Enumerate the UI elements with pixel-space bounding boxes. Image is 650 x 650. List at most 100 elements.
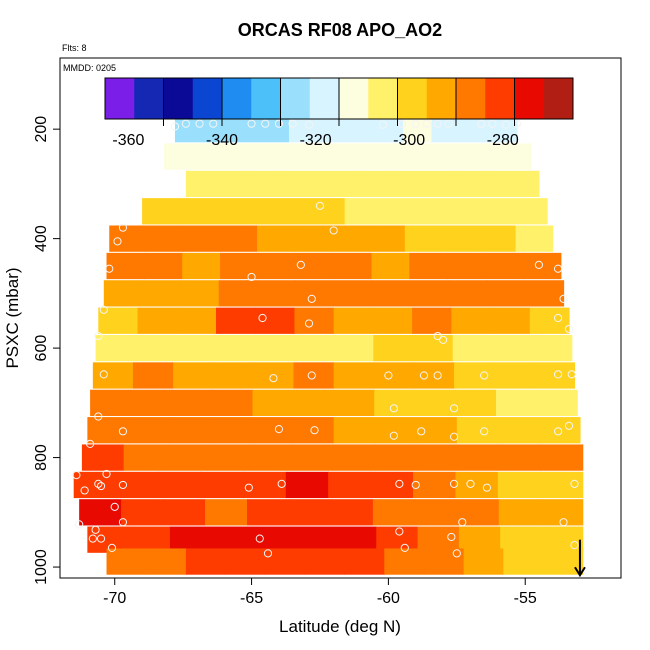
- heatmap-cell: [529, 307, 570, 334]
- measurement-point: [263, 549, 273, 558]
- measurement-point: [567, 370, 576, 379]
- heatmap-cell: [500, 143, 532, 170]
- heatmap-cell: [333, 334, 374, 362]
- measurement-point: [307, 371, 316, 380]
- heatmap-cell: [90, 389, 132, 416]
- heatmap-cell: [255, 307, 296, 334]
- heatmap-cell: [310, 198, 346, 225]
- measurement-point: [72, 470, 81, 480]
- heatmap-cell: [81, 444, 125, 471]
- x-axis-label: Latitude (deg N): [279, 617, 401, 636]
- heatmap-cell: [536, 389, 578, 416]
- colorbar-frame: [104, 77, 574, 120]
- heatmap-cell: [457, 444, 500, 471]
- measurement-point: [86, 439, 95, 448]
- heatmap-cell: [215, 307, 256, 334]
- heatmap-cell: [404, 225, 443, 252]
- heatmap-cell: [180, 280, 220, 307]
- measurement-point: [553, 264, 563, 273]
- colorbar-swatch: [105, 78, 135, 119]
- measurement-point: [307, 294, 316, 303]
- y-tick-label: 1000: [33, 549, 50, 585]
- heatmap-cell: [106, 548, 147, 575]
- heatmap-cell: [496, 389, 538, 416]
- colorbar-swatch: [426, 78, 457, 119]
- measurement-point: [447, 532, 456, 542]
- heatmap-cell: [231, 116, 262, 143]
- heatmap-cell: [257, 280, 296, 307]
- heatmap-cell: [478, 225, 517, 252]
- heatmap-cell: [409, 252, 448, 280]
- measurement-point: [553, 313, 563, 323]
- measurement-point: [417, 427, 426, 436]
- x-axis: -70 -65 -60 -55: [103, 578, 537, 607]
- colorbar-swatch: [514, 78, 545, 119]
- heatmap-cell: [277, 198, 312, 225]
- heatmap-cell: [316, 143, 348, 170]
- heatmap-cell: [391, 170, 422, 198]
- measurement-point: [80, 486, 89, 495]
- heatmap-cell: [499, 444, 542, 471]
- heatmap-cell: [378, 198, 413, 225]
- colorbar-tick-label: -340: [206, 132, 238, 149]
- measurement-point: [274, 425, 284, 434]
- measurement-point: [255, 534, 264, 543]
- measurement-point: [449, 479, 459, 488]
- heatmap-cell: [469, 143, 501, 170]
- arrow-head: [574, 566, 586, 578]
- measurement-point: [477, 119, 486, 128]
- heatmap-cell: [479, 198, 514, 225]
- heatmap-cell: [205, 499, 248, 526]
- colorbar-swatch: [485, 78, 515, 119]
- heatmap-cell: [142, 198, 177, 225]
- measurement-point: [288, 119, 297, 128]
- measurement-point: [99, 305, 108, 314]
- measurement-point: [113, 237, 122, 246]
- heatmap-cell: [415, 444, 459, 471]
- heatmap-cell: [103, 280, 143, 307]
- measurement-point: [458, 518, 467, 527]
- heatmap-cell: [288, 499, 332, 526]
- heatmap-cell: [374, 444, 417, 471]
- measurement-point: [534, 260, 544, 270]
- heatmap-cell: [200, 471, 244, 499]
- measurement-point: [195, 119, 204, 128]
- heatmap-cell: [169, 417, 212, 444]
- heatmap-cell: [408, 143, 440, 170]
- colorbar: -360 -340 -320 -300 -280: [104, 77, 574, 149]
- heatmap-cell: [415, 417, 458, 444]
- heatmap-cell: [344, 548, 385, 575]
- measurement-point: [247, 119, 256, 128]
- heatmap-cell: [244, 170, 275, 198]
- heatmap-cell: [173, 362, 214, 389]
- heatmap-cell: [218, 280, 258, 307]
- heatmap-cell: [225, 548, 266, 575]
- chart-title: ORCAS RF08 APO_AO2: [238, 20, 442, 40]
- heatmap-cell: [451, 307, 492, 334]
- heatmap-cell: [384, 548, 425, 575]
- measurement-point: [329, 226, 338, 235]
- heatmap-cell: [215, 170, 246, 198]
- measurement-point: [452, 549, 461, 558]
- heatmap-cell: [274, 170, 305, 198]
- heatmap-cell: [371, 252, 410, 280]
- measurement-point: [118, 518, 128, 527]
- measurement-point: [444, 119, 453, 128]
- heatmap-cell: [454, 362, 495, 389]
- measurement-point: [96, 481, 106, 491]
- measurement-point: [449, 404, 459, 413]
- colorbar-swatch: [134, 78, 164, 119]
- measurement-point: [411, 119, 420, 128]
- heatmap-cell: [333, 389, 375, 416]
- heatmap-cell: [209, 198, 244, 225]
- heatmap-cell: [362, 170, 393, 198]
- heatmap-cell: [460, 116, 490, 143]
- heatmap-cell: [294, 307, 335, 334]
- heatmap-cell: [163, 499, 206, 526]
- heatmap-cell: [497, 471, 541, 499]
- measurement-point: [553, 370, 563, 379]
- heatmap-cells: [73, 116, 584, 575]
- heatmap-cell: [303, 170, 334, 198]
- heatmap-cell: [295, 280, 335, 307]
- heatmap-cell: [412, 198, 447, 225]
